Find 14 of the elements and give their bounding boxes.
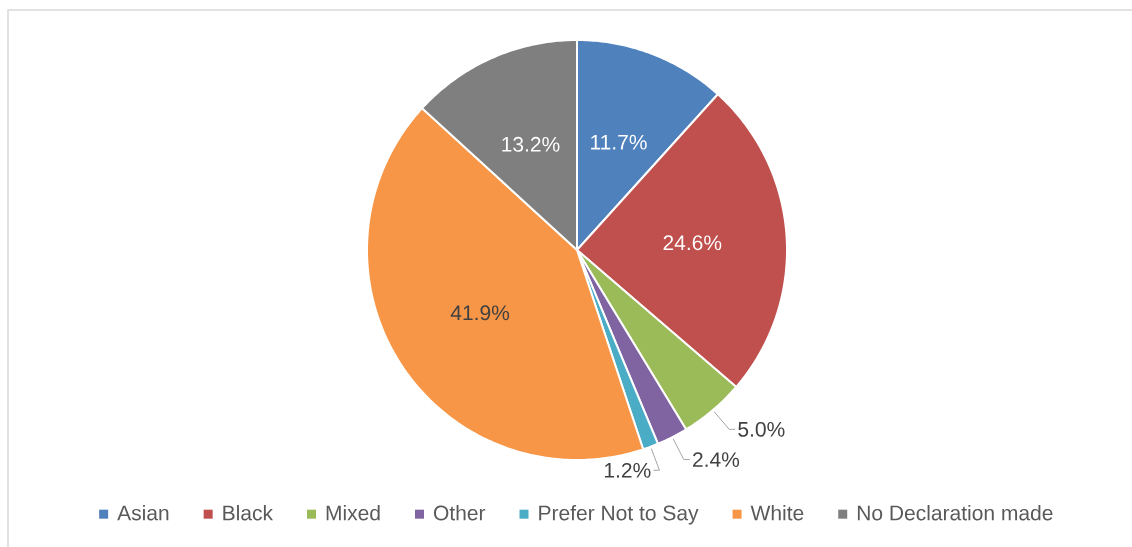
data-label: 13.2% — [502, 136, 560, 152]
data-label: 1.2% — [604, 462, 651, 478]
data-label: 24.6% — [663, 235, 722, 251]
legend-label: White — [750, 505, 804, 521]
legend-label: Other — [433, 505, 486, 521]
legend-label: Black — [223, 505, 274, 521]
legend-label: Prefer Not to Say — [539, 505, 699, 525]
legend-label: No Declaration made — [857, 505, 1053, 521]
legend-label: Asian — [117, 505, 169, 521]
legend-label: Mixed — [326, 505, 380, 521]
data-label: 2.4% — [693, 452, 740, 467]
data-label: 41.9% — [450, 305, 510, 321]
data-label: 5.0% — [738, 421, 785, 437]
data-label: 11.7% — [591, 134, 647, 150]
